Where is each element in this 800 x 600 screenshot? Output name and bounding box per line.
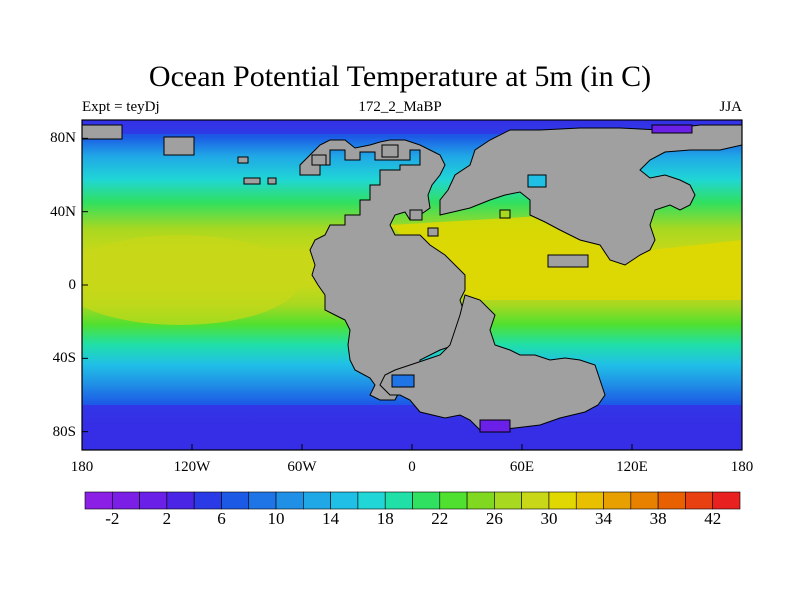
landmass-laurasia-west bbox=[299, 139, 466, 401]
lon-tick-label: 120E bbox=[616, 459, 648, 475]
lon-tick-label: 60W bbox=[287, 459, 317, 475]
colorbar-box bbox=[466, 491, 495, 510]
colorbar-box bbox=[685, 491, 714, 510]
landmass-gondwana-east bbox=[439, 124, 742, 266]
colorbar-box bbox=[221, 491, 250, 510]
colorbar-box bbox=[575, 491, 604, 510]
period-label: 172_2_MaBP bbox=[358, 99, 442, 115]
colorbar-tick-label: 6 bbox=[217, 509, 226, 528]
colorbar-box bbox=[166, 491, 195, 510]
plot-title: Ocean Potential Temperature at 5m (in C) bbox=[148, 60, 652, 93]
colorbar-box bbox=[248, 491, 277, 510]
colorbar-box bbox=[630, 491, 659, 510]
colorbar-box bbox=[548, 491, 577, 510]
lat-tick-label: 80S bbox=[52, 423, 76, 440]
season-label: JJA bbox=[719, 99, 742, 115]
colorbar-box bbox=[494, 491, 522, 510]
colorbar-box bbox=[330, 491, 359, 510]
warm-pool bbox=[82, 235, 300, 325]
lon-tick-label: 0 bbox=[408, 459, 416, 475]
colorbar-box bbox=[303, 491, 331, 510]
colorbar-tick-label: 2 bbox=[162, 509, 172, 528]
colorbar-box bbox=[603, 491, 632, 510]
lon-tick-label: 60E bbox=[509, 459, 535, 475]
lon-tick-label: 180 bbox=[70, 459, 94, 475]
colorbar-tick-label: 18 bbox=[376, 509, 394, 528]
colorbar-box bbox=[712, 491, 741, 510]
colorbar-box bbox=[84, 491, 113, 510]
colorbar-box bbox=[111, 491, 140, 510]
land-masses bbox=[82, 124, 742, 433]
colorbar-tick-label: 10 bbox=[267, 509, 285, 528]
colorbar-box bbox=[357, 491, 386, 510]
colorbar-tick-label: -2 bbox=[105, 509, 120, 528]
southern-cold-band bbox=[82, 405, 742, 450]
colorbar-box bbox=[439, 491, 468, 510]
lon-tick-label: 180 bbox=[730, 459, 754, 475]
colorbar-tick-label: 42 bbox=[704, 509, 722, 528]
colorbar-tick-label: 14 bbox=[322, 509, 340, 528]
colorbar bbox=[84, 491, 741, 510]
lat-tick-label: 80N bbox=[50, 130, 76, 147]
colorbar-tick-label: 34 bbox=[595, 509, 613, 528]
colorbar-box bbox=[384, 491, 413, 510]
lat-tick-label: 40S bbox=[52, 350, 76, 367]
colorbar-tick-label: 22 bbox=[431, 509, 449, 528]
colorbar-box bbox=[412, 491, 441, 510]
colorbar-box bbox=[193, 491, 222, 510]
lat-tick-label: 0 bbox=[68, 277, 77, 293]
colorbar-tick-label: 38 bbox=[649, 509, 667, 528]
colorbar-box bbox=[657, 491, 686, 510]
lon-tick-label: 120W bbox=[173, 459, 211, 475]
colorbar-box bbox=[139, 491, 168, 510]
colorbar-tick-label: 30 bbox=[540, 509, 558, 528]
colorbar-tick-label: 26 bbox=[485, 509, 503, 528]
experiment-label: Expt = teyDj bbox=[82, 99, 160, 115]
lat-tick-label: 40N bbox=[50, 203, 76, 220]
axis-ticks bbox=[81, 137, 743, 450]
colorbar-box bbox=[275, 491, 304, 510]
colorbar-box bbox=[521, 491, 550, 510]
